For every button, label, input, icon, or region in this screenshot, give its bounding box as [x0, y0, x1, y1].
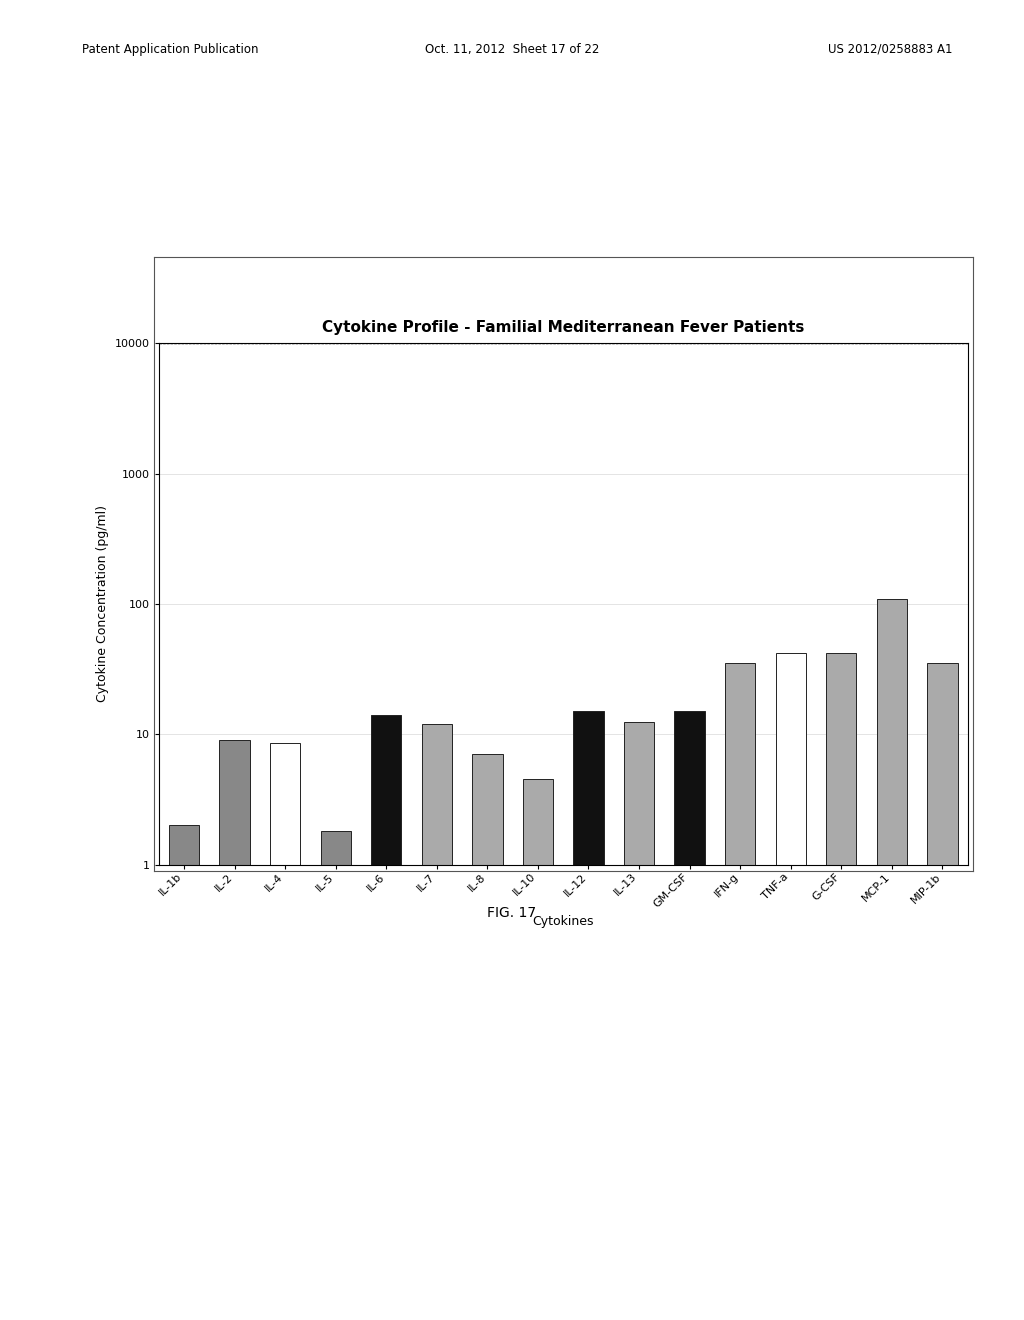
Bar: [725, 664, 756, 1320]
Bar: [826, 653, 856, 1320]
Bar: [877, 598, 907, 1320]
Bar: [270, 743, 300, 1320]
Text: US 2012/0258883 A1: US 2012/0258883 A1: [827, 42, 952, 55]
Bar: [371, 715, 401, 1320]
Bar: [928, 664, 957, 1320]
Bar: [219, 741, 250, 1320]
Text: Oct. 11, 2012  Sheet 17 of 22: Oct. 11, 2012 Sheet 17 of 22: [425, 42, 599, 55]
X-axis label: Cytokines: Cytokines: [532, 915, 594, 928]
Text: Patent Application Publication: Patent Application Publication: [82, 42, 258, 55]
Text: FIG. 17: FIG. 17: [487, 907, 537, 920]
Title: Cytokine Profile - Familial Mediterranean Fever Patients: Cytokine Profile - Familial Mediterranea…: [322, 319, 805, 335]
Bar: [675, 711, 705, 1320]
Bar: [775, 653, 806, 1320]
Bar: [472, 755, 503, 1320]
Bar: [422, 723, 452, 1320]
Bar: [321, 832, 351, 1320]
Bar: [169, 825, 199, 1320]
Bar: [522, 779, 553, 1320]
Y-axis label: Cytokine Concentration (pg/ml): Cytokine Concentration (pg/ml): [96, 506, 110, 702]
Bar: [624, 722, 654, 1320]
Bar: [573, 711, 604, 1320]
